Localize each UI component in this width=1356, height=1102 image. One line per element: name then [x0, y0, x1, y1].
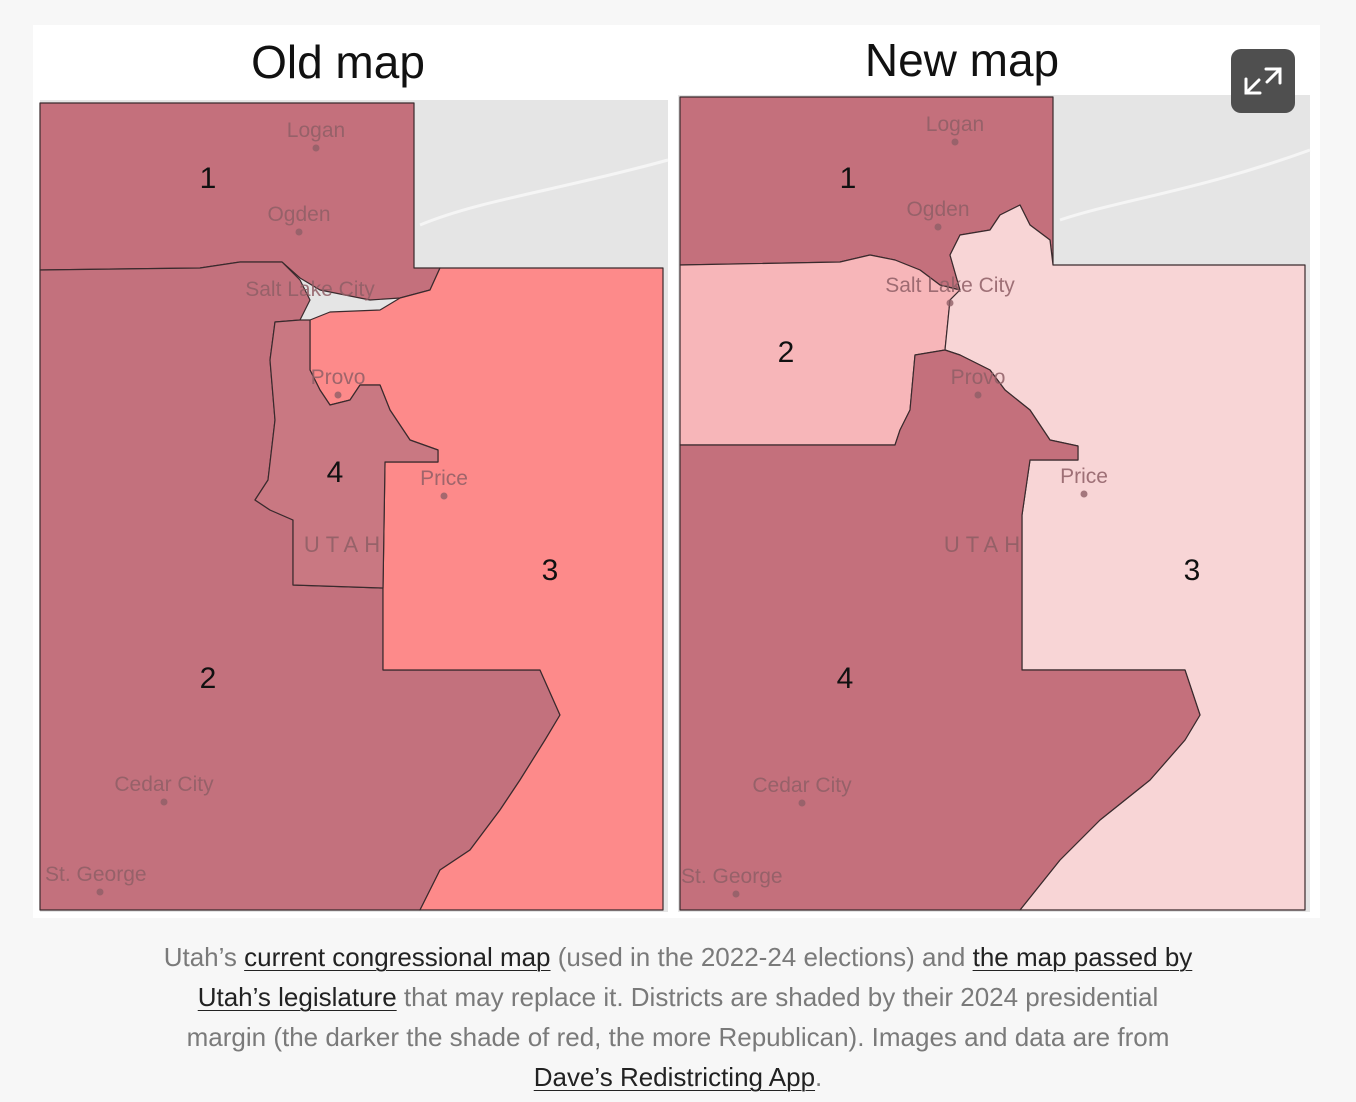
city-dot	[934, 223, 942, 231]
district-label: 2	[778, 336, 795, 369]
road	[419, 148, 1311, 227]
city-label: Provo	[311, 366, 366, 389]
expand-button[interactable]	[1231, 49, 1295, 113]
city-label: Cedar City	[114, 773, 214, 796]
city-dot	[440, 492, 448, 500]
caption-link[interactable]: current congressional map	[244, 942, 551, 972]
figure: UTAH Logan Ogden Salt Lake City Provo Price Ce…	[39, 34, 1311, 912]
city-dot	[96, 888, 104, 896]
city-label: Salt Lake City	[245, 278, 375, 301]
district-label: 1	[200, 162, 217, 195]
caption-link[interactable]: the map passed by Utah’s legislature	[197, 942, 1193, 1012]
caption: Utah’s current congressional map (used i…	[160, 937, 1196, 1097]
city-label: Ogden	[267, 203, 330, 226]
city-label: St. George	[681, 865, 783, 888]
district-label: 3	[1184, 554, 1201, 587]
state-label: UTAH	[304, 532, 386, 557]
city-label: Logan	[926, 113, 984, 136]
maps: UTAH Logan Ogden Salt Lake City Provo Price Ce…	[39, 34, 1306, 911]
district-label: 2	[200, 662, 217, 695]
expand-button-bg[interactable]	[1231, 49, 1295, 113]
caption-text: .	[815, 1062, 823, 1092]
caption-link[interactable]: Dave’s Redistricting App	[533, 1062, 816, 1092]
city-dot	[974, 391, 982, 399]
district-label: 1	[840, 162, 857, 195]
caption-text: Utah’s	[163, 942, 245, 972]
map-title: Old map	[251, 36, 425, 88]
city-label: Provo	[951, 366, 1006, 389]
city-dot	[946, 299, 954, 307]
caption-text: that may replace it. Districts are shade…	[186, 982, 1170, 1052]
city-dot	[160, 798, 168, 806]
city-dot	[312, 144, 320, 152]
city-dot	[295, 228, 303, 236]
city-label: Salt Lake City	[885, 274, 1015, 297]
district-label: 4	[837, 662, 854, 695]
city-label: Logan	[287, 119, 345, 142]
city-label: Price	[1060, 465, 1108, 488]
city-dot	[1080, 490, 1088, 498]
city-label: St. George	[45, 863, 147, 886]
state-label: UTAH	[944, 532, 1026, 557]
city-label: Price	[420, 467, 468, 490]
district	[254, 319, 439, 589]
district-label: 3	[542, 554, 559, 587]
city-label: Cedar City	[752, 774, 852, 797]
city-dot	[732, 890, 740, 898]
district-label: 4	[327, 456, 344, 489]
expand-icon[interactable]	[1244, 67, 1282, 95]
city-dot	[951, 138, 959, 146]
city-dot	[334, 391, 342, 399]
map-title: New map	[865, 34, 1059, 86]
city-label: Ogden	[906, 198, 969, 221]
district	[679, 349, 1201, 911]
caption-text: (used in the 2022-24 elections) and	[550, 942, 973, 972]
city-dot	[798, 799, 806, 807]
